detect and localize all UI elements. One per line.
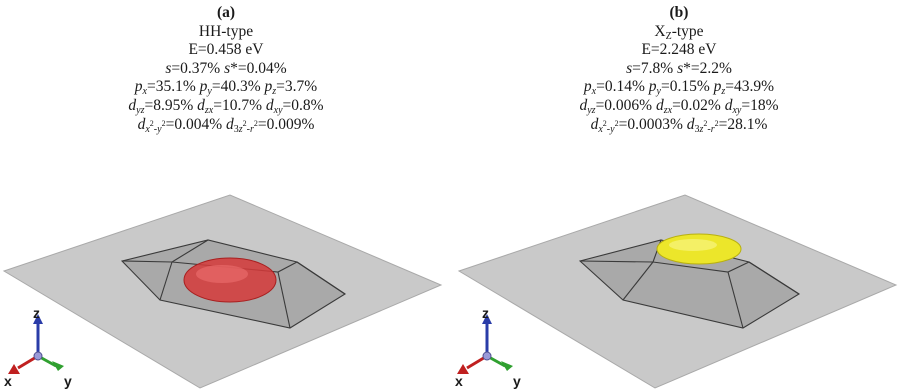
- z-axis-arrow: [33, 314, 43, 324]
- y-axis-label: y: [64, 373, 72, 389]
- energy-value: E=2.248 eV: [641, 41, 717, 59]
- panel-b: z x y (b) XZ-type E=2.248 eV s=7.8% s*=2…: [453, 0, 905, 389]
- quantum-dot-pyramid: [578, 239, 801, 329]
- x-axis-arrow: [457, 364, 469, 374]
- x-axis-label: x: [4, 373, 12, 389]
- state-type: HH-type: [198, 22, 254, 40]
- y-axis-arrow: [501, 361, 513, 371]
- d-orbital-line: dyz=0.006% dzx=0.02% dxy=18%: [579, 96, 779, 116]
- x-axis-arrow: [8, 364, 20, 374]
- panel-label: (a): [216, 4, 236, 21]
- p-orbital-line: px=35.1% py=40.3% pz=3.7%: [134, 78, 318, 98]
- axis-triad: z x y: [4, 305, 72, 389]
- p-orbital-line: px=0.14% py=0.15% pz=43.9%: [583, 78, 775, 98]
- d2-orbital-line: dx2-y2=0.004% d3z2-r2=0.009%: [137, 115, 315, 135]
- z-axis-arrow: [482, 314, 492, 324]
- orbital-composition-a: (a) HH-type E=0.458 eV s=0.37% s*=0.04% …: [0, 4, 452, 134]
- x-axis-label: x: [455, 373, 463, 389]
- y-axis-label: y: [513, 373, 521, 389]
- d2-orbital-line: dx2-y2=0.0003% d3z2-r2=28.1%: [590, 115, 768, 135]
- y-axis-arrow: [52, 361, 64, 371]
- z-axis-label: z: [33, 305, 40, 321]
- panel-a: z x y (a) HH-type E=0.458 eV s=0.37% s*=…: [0, 0, 452, 389]
- quantum-dot-scene-b: z x y: [455, 194, 898, 389]
- s-orbital-line: s=7.8% s*=2.2%: [626, 59, 732, 77]
- orbital-composition-b: (b) XZ-type E=2.248 eV s=7.8% s*=2.2% px…: [453, 4, 905, 134]
- state-type: XZ-type: [654, 22, 704, 42]
- quantum-dot-scene-a: z x y: [2, 194, 443, 389]
- z-axis-label: z: [482, 305, 489, 321]
- energy-value: E=0.458 eV: [188, 41, 264, 59]
- panel-label: (b): [669, 4, 689, 21]
- axis-triad: z x y: [455, 305, 521, 389]
- d-orbital-line: dyz=8.95% dzx=10.7% dxy=0.8%: [128, 96, 324, 116]
- s-orbital-line: s=0.37% s*=0.04%: [165, 59, 287, 77]
